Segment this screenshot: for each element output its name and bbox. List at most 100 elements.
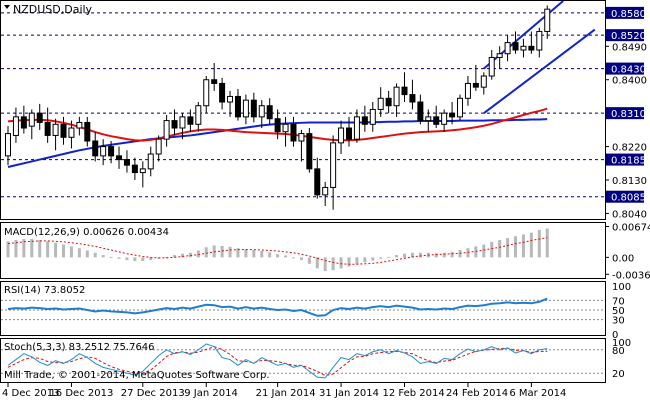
macd-histogram-bar [276, 254, 280, 258]
rsi-tick-label: 0 [612, 330, 618, 341]
candle-bullish [242, 99, 249, 118]
macd-tick-label: 0.00674 [612, 222, 650, 233]
macd-histogram-bar [149, 257, 153, 261]
macd-histogram-bar [54, 242, 58, 258]
candle-bullish [425, 116, 432, 122]
candle-bullish [369, 108, 376, 125]
candle-bullish [100, 146, 107, 157]
candle-bullish [155, 138, 162, 155]
channel-lower-line [483, 28, 596, 114]
price-tick-label: 0.8130 [612, 176, 647, 187]
chart-title: NZDUSD,Daily [13, 3, 93, 16]
stoch-label: Stoch(5,3,3) 83.2512 75.7646 [4, 342, 155, 353]
macd-histogram-bar [482, 244, 486, 258]
dropdown-triangle-icon[interactable] [4, 5, 10, 9]
candle-bearish [314, 168, 321, 196]
candle-bullish [536, 30, 543, 51]
macd-histogram-bar [379, 257, 383, 259]
candle-bullish [322, 186, 329, 196]
macd-histogram-bar [442, 252, 446, 258]
macd-histogram-bar [323, 257, 327, 272]
date-tick-label: 24 Feb 2014 [446, 388, 508, 399]
copyright-text: Mill Trade, © 2001-2014, MetaQuotes Soft… [4, 370, 270, 381]
price-tick-label: 0.8220 [612, 143, 647, 154]
support-resistance-levels: 0.8580 0.8520 0.8430 0.8310 0.8185 0.8085 [1, 6, 646, 204]
candle-bullish [5, 133, 11, 157]
macd-tick-label: -0.00369 [612, 270, 650, 281]
macd-histogram-bar [85, 250, 89, 258]
candle-bearish [409, 94, 416, 103]
candle-bullish [76, 121, 83, 129]
macd-histogram-bar [498, 239, 502, 258]
candle-bullish [338, 127, 345, 144]
stoch-tick-label: 20 [612, 369, 625, 380]
rsi-tick-label: 30 [612, 316, 625, 327]
macd-histogram-bar [418, 252, 422, 258]
candle-bearish [385, 97, 392, 107]
candlesticks [5, 5, 551, 210]
price-tick-label: 0.8490 [612, 42, 647, 53]
candle-bullish [496, 53, 503, 58]
macd-histogram-bar [403, 253, 406, 258]
candle-bullish [147, 153, 154, 170]
candle-bullish [480, 75, 487, 88]
level-badge-0.8580 [606, 6, 644, 19]
rsi-tick-label: 50 [612, 306, 625, 317]
rsi-label: RSI(14) 73.8052 [4, 285, 85, 296]
level-badge-0.8430 [606, 62, 644, 75]
candle-bullish [488, 56, 495, 77]
stoch-panel-frame [0, 338, 606, 383]
date-tick-label: 6 Mar 2014 [509, 388, 566, 399]
symbol-title[interactable]: NZDUSD,Daily [4, 3, 93, 16]
candle-bullish [330, 142, 337, 188]
macd-histogram-bar [220, 245, 224, 258]
candle-bearish [401, 86, 408, 96]
macd-label: MACD(12,26,9) 0.00626 0.00434 [4, 227, 169, 238]
candle-bearish [250, 99, 257, 118]
macd-histogram-bar [236, 248, 240, 258]
macd-histogram-bar [101, 255, 105, 258]
macd-histogram-bar [434, 253, 438, 258]
candle-bullish [298, 133, 305, 142]
candle-bearish [266, 105, 273, 120]
candle-bullish [282, 123, 289, 133]
candle-bullish [441, 112, 448, 125]
macd-histogram-bar [268, 252, 272, 258]
candle-bearish [290, 123, 297, 142]
level-label-0.8430: 0.8430 [611, 65, 646, 76]
candle-bearish [472, 82, 479, 88]
macd-histogram-bar [93, 252, 97, 258]
candle-bearish [131, 164, 138, 174]
macd-histogram-bar [180, 253, 184, 258]
level-label-0.8520: 0.8520 [611, 31, 646, 42]
macd-histogram-bar [545, 228, 549, 258]
macd-histogram-bar [315, 257, 319, 269]
macd-histogram-bar [514, 236, 518, 258]
candle-bearish [171, 120, 178, 129]
macd-histogram-bar [6, 241, 10, 258]
stoch-tick-label: 80 [612, 346, 625, 357]
macd-histogram-bar [363, 257, 367, 263]
level-label-0.8085: 0.8085 [611, 193, 646, 204]
candle-bullish [195, 105, 202, 125]
date-tick-label: 12 Feb 2014 [383, 388, 445, 399]
macd-histogram-bar [125, 257, 129, 261]
candle-bullish [520, 45, 527, 51]
candle-bearish [528, 45, 535, 51]
candle-bearish [92, 140, 99, 157]
stoch-tick-label: 100 [612, 338, 631, 349]
level-label-0.8185: 0.8185 [611, 156, 646, 167]
level-label-0.8310: 0.8310 [611, 109, 646, 120]
rsi-panel-frame [0, 281, 606, 336]
macd-histogram-bar [204, 247, 208, 258]
macd-histogram-bar [173, 255, 177, 258]
macd-histogram-bar [371, 257, 375, 261]
candle-bearish [123, 159, 130, 166]
date-tick-label: 9 Jan 2014 [184, 388, 238, 399]
date-tick-label: 27 Dec 2013 [121, 388, 185, 399]
macd-histogram-bar [244, 249, 248, 258]
candle-bullish [139, 168, 146, 174]
macd-tick-label: 0.00 [612, 253, 634, 264]
